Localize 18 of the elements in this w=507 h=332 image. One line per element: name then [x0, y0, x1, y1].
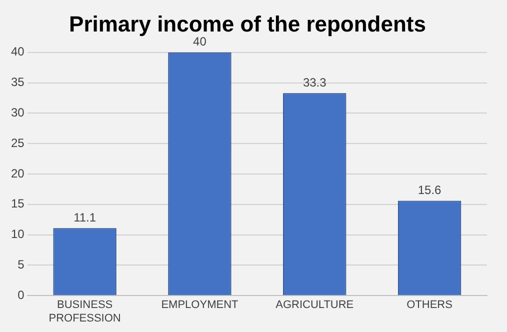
x-tick-label: BUSINESS PROFESSION [48, 299, 121, 324]
data-label: 15.6 [418, 183, 442, 198]
y-tick-label: 5 [18, 258, 25, 272]
y-tick-label: 35 [10, 75, 25, 90]
y-tick-label: 20 [10, 166, 25, 180]
y-tick-label: 15 [10, 196, 25, 211]
y-tick-label: 40 [10, 44, 25, 59]
y-tick-label: 30 [10, 106, 25, 120]
y-tick-label: 10 [10, 227, 25, 242]
x-tick-label: OTHERS [406, 299, 452, 312]
y-tick-label: 25 [10, 136, 25, 150]
x-tick-label: AGRICULTURE [276, 299, 354, 312]
chart-title: Primary income of the repondents [69, 11, 426, 36]
data-label: 33.3 [302, 75, 327, 90]
data-label: 11.1 [74, 210, 96, 224]
y-tick-label: 0 [18, 288, 25, 302]
data-label: 40 [193, 34, 207, 49]
x-tick-label: EMPLOYMENT [161, 299, 238, 312]
